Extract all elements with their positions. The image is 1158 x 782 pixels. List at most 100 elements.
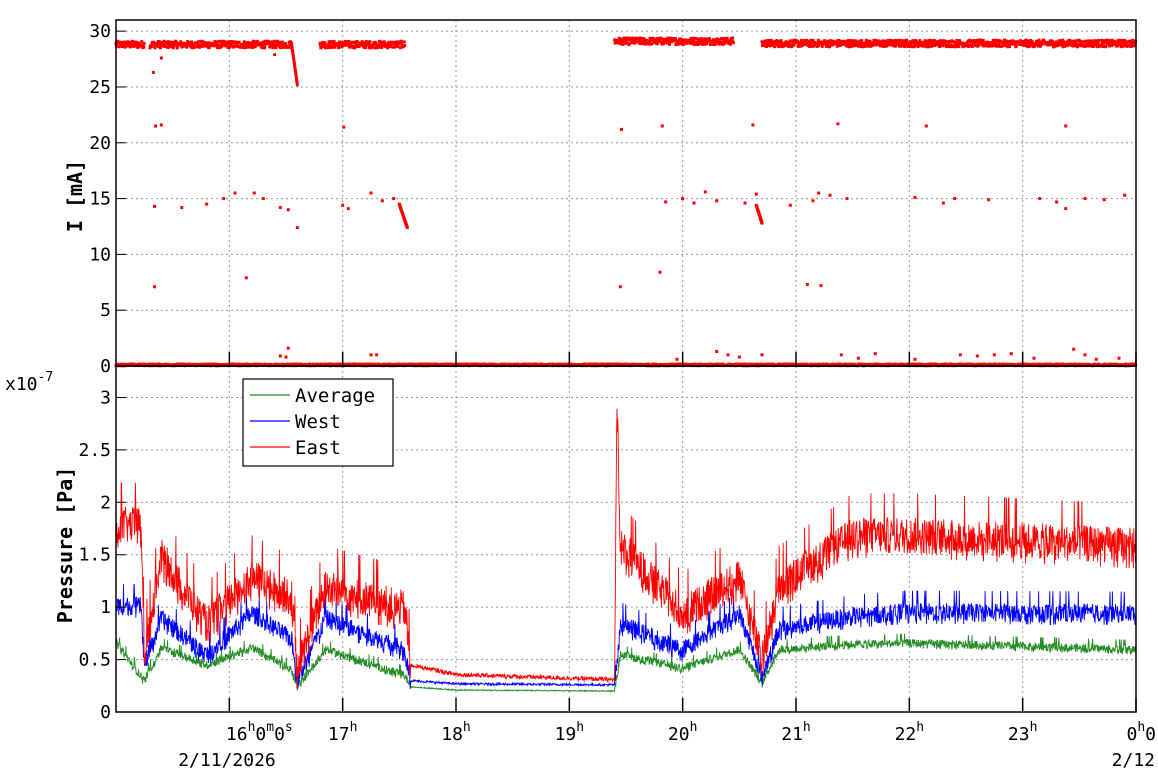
data-point bbox=[206, 41, 210, 45]
data-point bbox=[1121, 44, 1125, 48]
data-point bbox=[1072, 347, 1076, 351]
data-point bbox=[1101, 44, 1105, 48]
data-point bbox=[668, 42, 672, 46]
data-point bbox=[702, 38, 706, 42]
data-point bbox=[290, 43, 294, 47]
data-point bbox=[659, 37, 663, 41]
data-point bbox=[823, 39, 827, 43]
data-point bbox=[954, 40, 958, 44]
data-point bbox=[628, 42, 632, 46]
data-point bbox=[958, 353, 962, 357]
data-point bbox=[395, 42, 399, 46]
data-point bbox=[656, 41, 660, 45]
data-point bbox=[722, 37, 726, 41]
data-point bbox=[689, 41, 693, 45]
data-point bbox=[956, 42, 960, 46]
data-point bbox=[760, 221, 764, 225]
data-point bbox=[1115, 44, 1119, 48]
x-tick-label: 20h bbox=[668, 720, 698, 745]
data-point bbox=[1096, 42, 1100, 46]
data-point bbox=[760, 353, 764, 357]
data-point bbox=[894, 41, 898, 45]
data-point bbox=[234, 44, 238, 48]
data-point bbox=[640, 38, 644, 42]
data-point bbox=[117, 45, 121, 49]
y-tick-label: 1.5 bbox=[78, 545, 111, 566]
data-point bbox=[1034, 43, 1038, 47]
data-point bbox=[997, 42, 1001, 46]
data-point bbox=[800, 44, 804, 48]
data-point bbox=[284, 355, 288, 359]
data-point bbox=[667, 39, 671, 43]
legend-label-average: Average bbox=[295, 385, 375, 407]
data-point bbox=[1028, 44, 1032, 48]
data-point bbox=[1014, 44, 1018, 48]
data-point bbox=[991, 41, 995, 45]
data-point bbox=[291, 51, 295, 55]
data-point bbox=[955, 38, 959, 42]
data-point bbox=[343, 39, 347, 43]
data-point bbox=[1110, 44, 1114, 48]
data-point bbox=[1071, 42, 1075, 46]
data-point bbox=[182, 41, 186, 45]
data-point bbox=[640, 42, 644, 46]
data-point bbox=[236, 45, 240, 49]
data-point bbox=[881, 39, 885, 43]
data-point bbox=[292, 61, 296, 65]
frame-layer bbox=[115, 19, 1137, 713]
data-point bbox=[775, 39, 779, 43]
data-point bbox=[846, 39, 850, 43]
data-point bbox=[124, 41, 128, 45]
pressure-series-east bbox=[115, 408, 1137, 691]
data-point bbox=[773, 45, 777, 49]
data-point bbox=[246, 45, 250, 49]
data-point bbox=[652, 37, 656, 41]
data-point bbox=[353, 46, 357, 50]
data-point bbox=[1129, 44, 1133, 48]
data-point bbox=[713, 42, 717, 46]
y-tick-label: 0 bbox=[100, 702, 111, 723]
data-point bbox=[216, 46, 220, 50]
data-point bbox=[860, 39, 864, 43]
legend-box bbox=[242, 378, 394, 467]
data-point bbox=[902, 39, 906, 43]
data-point bbox=[1068, 38, 1072, 42]
data-point bbox=[681, 38, 685, 42]
data-point bbox=[1074, 39, 1078, 43]
data-point bbox=[293, 69, 297, 73]
data-point bbox=[638, 41, 642, 45]
data-point bbox=[981, 38, 985, 42]
data-point bbox=[1105, 42, 1109, 46]
data-point bbox=[279, 46, 283, 50]
data-point bbox=[403, 44, 407, 48]
data-point bbox=[241, 45, 245, 49]
data-point bbox=[1026, 45, 1030, 49]
data-point bbox=[224, 44, 228, 48]
data-point bbox=[925, 45, 929, 49]
data-point bbox=[142, 41, 146, 45]
data-point bbox=[696, 40, 700, 44]
data-point bbox=[159, 123, 163, 127]
data-point bbox=[284, 41, 288, 45]
data-point bbox=[737, 355, 741, 359]
data-point bbox=[228, 44, 232, 48]
data-point bbox=[936, 40, 940, 44]
data-point bbox=[1064, 124, 1068, 128]
data-point bbox=[916, 44, 920, 48]
data-point bbox=[166, 40, 170, 44]
data-point bbox=[629, 37, 633, 41]
data-point bbox=[751, 123, 755, 127]
data-point bbox=[676, 39, 680, 43]
data-point bbox=[1083, 44, 1087, 48]
data-point bbox=[791, 40, 795, 44]
data-point bbox=[799, 38, 803, 42]
data-point bbox=[913, 357, 917, 361]
data-point bbox=[701, 42, 705, 46]
data-point bbox=[927, 45, 931, 49]
data-point bbox=[1094, 357, 1098, 361]
data-point bbox=[929, 41, 933, 45]
data-point bbox=[645, 42, 649, 46]
data-point bbox=[385, 42, 389, 46]
data-point bbox=[872, 43, 876, 47]
data-point bbox=[872, 41, 876, 45]
